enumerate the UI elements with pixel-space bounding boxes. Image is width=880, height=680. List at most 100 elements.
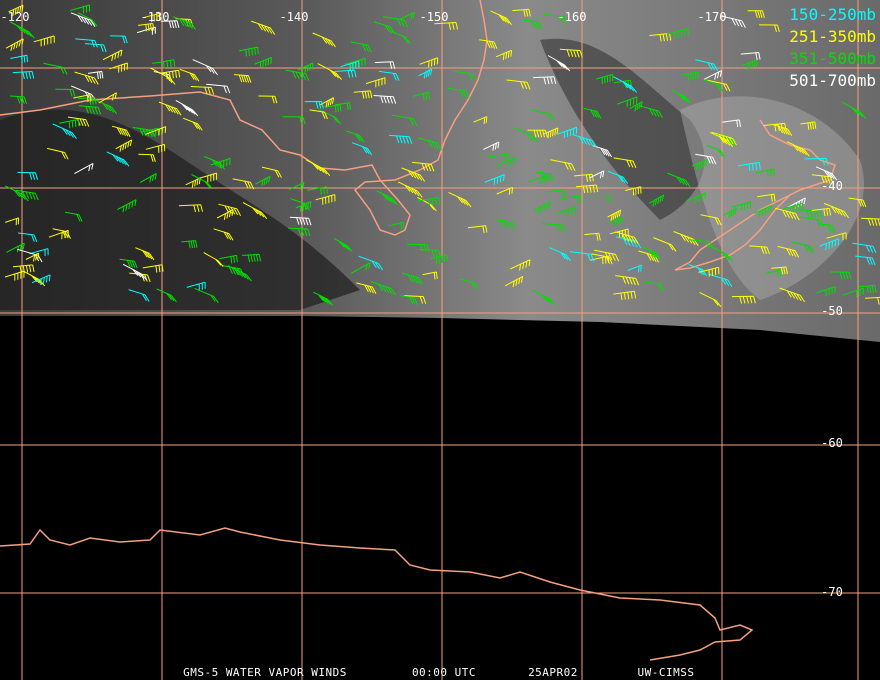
wind-barb — [645, 281, 664, 292]
wind-barb — [574, 173, 594, 182]
wind-barb — [723, 207, 737, 218]
wind-barb — [315, 194, 336, 205]
wind-barb — [172, 16, 196, 30]
wind-barb — [842, 101, 867, 119]
wind-barb — [227, 265, 252, 282]
dry-slot — [540, 38, 705, 221]
wind-barb — [496, 186, 514, 195]
wind-barb — [350, 262, 371, 274]
wind-barb — [182, 117, 203, 131]
wind-barb — [800, 121, 817, 130]
labels: -120 -130 -140 -150 -160 -170 -40 -50 -60 -70 150-… — [1, 5, 876, 679]
wind-barb — [448, 191, 472, 208]
wind-barb — [374, 61, 396, 70]
wind-barb — [641, 246, 661, 260]
wind-barb — [25, 252, 40, 262]
wind-barb — [158, 101, 182, 116]
wind-barb — [710, 131, 733, 148]
wind-barb — [492, 218, 517, 230]
latitude-label: -40 — [821, 179, 843, 193]
wind-barb — [350, 41, 372, 53]
wind-barb — [706, 144, 726, 158]
wind-barb — [353, 90, 373, 99]
wind-barb — [216, 209, 234, 220]
wind-barb — [700, 214, 722, 226]
wind-barb — [10, 54, 28, 64]
wind-barb — [861, 217, 880, 227]
wind-barb — [747, 10, 765, 18]
wind-barb — [543, 14, 567, 24]
wind-barb — [510, 259, 531, 271]
wind-barb — [325, 104, 342, 113]
wind-barb — [459, 278, 479, 290]
wind-barb — [254, 57, 272, 69]
wind-barb — [532, 289, 556, 306]
wind-barb — [84, 43, 107, 53]
wind-barb — [711, 131, 737, 146]
wind-barb — [691, 159, 708, 171]
wind-barb — [695, 153, 717, 165]
wind-barb — [594, 249, 620, 262]
wind-barb — [607, 209, 622, 221]
wind-barb — [615, 236, 642, 249]
new-zealand-coast — [674, 119, 836, 271]
wind-barb — [549, 247, 571, 262]
wind-barb — [671, 89, 691, 104]
latitude-label: -50 — [821, 304, 843, 318]
wind-barb — [561, 195, 582, 204]
wind-barb — [775, 207, 800, 221]
wind-barb — [185, 177, 201, 188]
wind-barb — [398, 11, 415, 21]
wind-barb — [512, 8, 531, 17]
wind-barb — [401, 167, 426, 182]
latitude-label: -70 — [821, 585, 843, 599]
wind-barb — [238, 46, 259, 57]
wind-barb — [667, 172, 691, 187]
wind-barb — [400, 295, 418, 305]
wind-barb — [5, 38, 24, 52]
wind-barb — [786, 141, 810, 157]
wind-barb — [773, 124, 793, 137]
wind-barb — [218, 203, 242, 216]
wind-barb — [572, 134, 597, 148]
wind-barb — [333, 237, 353, 252]
wind-barb — [290, 198, 310, 211]
wind-barb — [815, 166, 838, 181]
wind-barb — [160, 20, 180, 29]
wind-barb — [65, 211, 83, 222]
wind-barb — [43, 62, 68, 75]
wind-barb — [10, 21, 35, 39]
wind-barb — [110, 35, 128, 44]
wind-barb — [190, 86, 215, 95]
wind-barb — [5, 217, 20, 226]
wind-barb — [142, 264, 164, 273]
wind-barb — [289, 216, 312, 226]
wind-barb — [522, 19, 543, 29]
wind-barb — [334, 69, 357, 78]
wind-barb — [351, 142, 373, 156]
wind-barb — [527, 129, 548, 138]
wind-barb — [699, 292, 722, 308]
wind-barb — [358, 255, 384, 271]
legend-entry: 351-500mb — [789, 49, 876, 68]
wind-barb — [17, 232, 38, 243]
wind-barb — [251, 20, 276, 35]
wind-barb — [55, 88, 76, 97]
wind-barb — [484, 174, 505, 185]
wind-barb — [412, 91, 430, 101]
wind-barb — [467, 225, 488, 233]
wind-barb — [698, 266, 720, 277]
wind-barb — [826, 232, 847, 241]
wind-barb — [708, 273, 733, 287]
wind-barb — [848, 197, 867, 208]
wind-barb — [288, 227, 311, 237]
wind-barb — [417, 196, 441, 206]
wind-barb — [282, 116, 306, 125]
wind-barb — [186, 281, 206, 291]
legend-entry: 251-350mb — [789, 27, 876, 46]
wind-barb — [753, 205, 772, 218]
wind-barb — [527, 175, 547, 185]
wind-barb — [757, 193, 776, 202]
wind-barb — [382, 16, 408, 28]
